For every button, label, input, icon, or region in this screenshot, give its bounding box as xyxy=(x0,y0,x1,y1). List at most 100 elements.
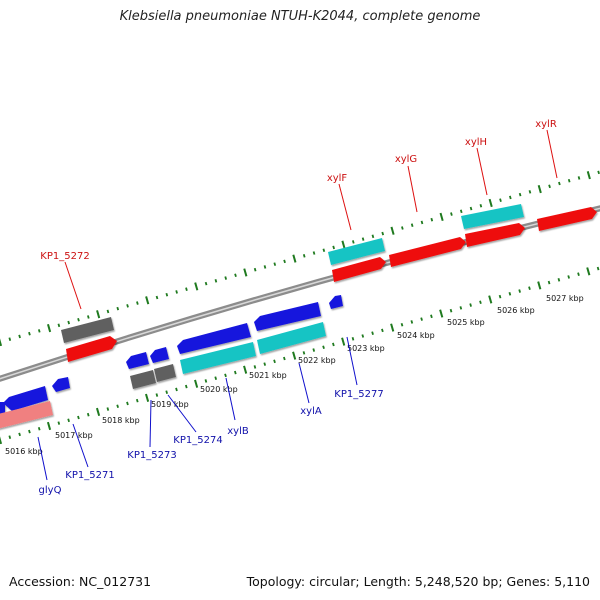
tick-upper-28 xyxy=(273,262,277,266)
tick-upper-3 xyxy=(28,331,31,336)
tick-lower-47 xyxy=(459,306,463,310)
tick-upper-48 xyxy=(469,206,473,211)
gene-label-xylg[interactable]: xylG xyxy=(395,154,417,165)
leader-line-kp1-5273 xyxy=(149,399,152,448)
tick-lower-42 xyxy=(410,320,414,324)
tick-lower-55 xyxy=(537,281,542,290)
leader-line-kp1-5274 xyxy=(167,394,197,433)
tick-upper-46 xyxy=(450,212,453,216)
tick-upper-41 xyxy=(401,226,404,230)
accession-text: Accession: NC_012731 xyxy=(9,574,152,589)
tick-lower-10 xyxy=(95,407,101,417)
tick-lower-0 xyxy=(0,436,3,445)
ruler-label-5026: 5026 kbp xyxy=(497,306,535,315)
tick-upper-40 xyxy=(390,226,395,235)
gene-label-kp1-5272[interactable]: KP1_5272 xyxy=(40,251,89,262)
tick-upper-52 xyxy=(509,195,512,200)
ruler-label-5020: 5020 kbp xyxy=(200,385,238,394)
genome-title: Klebsiella pneumoniae NTUH-K2044, comple… xyxy=(119,9,481,24)
leader-line-kp1-5277 xyxy=(346,336,358,386)
tick-lower-52 xyxy=(508,292,512,296)
gene-label-xylh[interactable]: xylH xyxy=(465,137,487,148)
gene-arrow-xylh[interactable] xyxy=(465,223,525,247)
tick-upper-35 xyxy=(341,240,346,249)
tick-upper-25 xyxy=(243,268,248,277)
tick-lower-15 xyxy=(145,393,150,402)
tick-upper-51 xyxy=(499,198,502,202)
gene-arrow-kp1-5277[interactable] xyxy=(329,295,343,309)
gene-label-kp1-5274[interactable]: KP1_5274 xyxy=(173,435,222,446)
tick-lower-24 xyxy=(234,370,237,375)
tick-lower-59 xyxy=(577,272,580,276)
gene-arrow-kp1-5271[interactable] xyxy=(3,386,48,411)
leader-line-xylr xyxy=(546,129,558,179)
tick-upper-60 xyxy=(586,171,591,180)
tick-upper-20 xyxy=(194,282,199,291)
gene-arrow-xylf[interactable] xyxy=(332,257,386,282)
tick-upper-16 xyxy=(155,295,159,300)
gene-label-kp1-5277[interactable]: KP1_5277 xyxy=(334,389,383,400)
gene-label-glyq[interactable]: glyQ xyxy=(39,485,62,496)
tick-upper-15 xyxy=(145,296,150,305)
tick-lower-51 xyxy=(498,294,502,299)
tick-lower-61 xyxy=(596,266,600,271)
gene-label-xyla[interactable]: xylA xyxy=(300,406,322,417)
tick-upper-23 xyxy=(224,276,228,280)
feature-box-gray-lower-1[interactable] xyxy=(130,370,156,389)
tick-lower-9 xyxy=(86,412,90,417)
tick-lower-14 xyxy=(135,398,139,403)
gene-arrow-xylg[interactable] xyxy=(389,237,466,267)
tick-upper-13 xyxy=(126,304,129,308)
gene-arrow-kp1-5274[interactable] xyxy=(150,347,169,363)
tick-lower-29 xyxy=(283,356,286,361)
tick-lower-11 xyxy=(106,407,110,411)
feature-box-pink-lower[interactable] xyxy=(0,401,53,430)
tick-upper-58 xyxy=(567,178,571,183)
tick-upper-45 xyxy=(439,212,444,221)
tick-lower-46 xyxy=(449,308,453,313)
tick-upper-2 xyxy=(18,334,21,339)
tick-upper-36 xyxy=(351,240,355,244)
tick-upper-1 xyxy=(8,337,12,342)
gene-arrow-xylb[interactable] xyxy=(177,323,251,354)
feature-box-cyan-upper-1[interactable] xyxy=(328,238,385,265)
tick-lower-41 xyxy=(400,322,404,327)
tick-upper-22 xyxy=(214,279,218,283)
leader-line-kp1-5272 xyxy=(64,261,82,310)
feature-box-gray-upper[interactable] xyxy=(61,317,114,343)
tick-lower-19 xyxy=(184,384,188,389)
gene-label-xylf[interactable]: xylF xyxy=(327,173,348,184)
tick-upper-54 xyxy=(528,190,532,194)
gene-arrow-xylr[interactable] xyxy=(537,207,597,231)
tick-lower-1 xyxy=(8,435,12,439)
tick-lower-34 xyxy=(332,342,335,347)
tick-lower-30 xyxy=(292,351,297,360)
leader-line-xylb xyxy=(225,377,236,421)
gene-arrow-kp1-5273[interactable] xyxy=(126,352,149,369)
tick-upper-59 xyxy=(577,176,581,180)
gene-arrow-kp1-5272[interactable] xyxy=(66,336,117,362)
tick-upper-6 xyxy=(57,323,61,328)
tick-lower-3 xyxy=(28,429,31,434)
gene-label-xylr[interactable]: xylR xyxy=(535,119,557,130)
tick-lower-58 xyxy=(567,275,571,279)
tick-lower-20 xyxy=(194,379,199,388)
gene-arrow-small-1[interactable] xyxy=(52,377,70,392)
tick-lower-48 xyxy=(469,303,472,307)
feature-box-gray-lower-2[interactable] xyxy=(154,364,176,382)
feature-box-cyan-lower-2[interactable] xyxy=(257,322,326,354)
tick-lower-17 xyxy=(165,390,168,395)
gene-arrow-xyla[interactable] xyxy=(254,302,321,331)
gene-label-kp1-5271[interactable]: KP1_5271 xyxy=(65,470,114,481)
feature-box-cyan-lower-1[interactable] xyxy=(180,342,256,374)
tick-upper-47 xyxy=(459,209,463,214)
ruler-label-5027: 5027 kbp xyxy=(546,294,584,303)
ruler-label-5024: 5024 kbp xyxy=(397,331,435,340)
gene-label-xylb[interactable]: xylB xyxy=(227,426,249,437)
gene-label-kp1-5273[interactable]: KP1_5273 xyxy=(127,450,176,461)
tick-lower-60 xyxy=(586,267,591,276)
tick-lower-28 xyxy=(273,359,276,364)
feature-box-cyan-upper-2[interactable] xyxy=(461,204,524,229)
tick-upper-18 xyxy=(175,290,178,294)
tick-upper-31 xyxy=(302,254,306,258)
